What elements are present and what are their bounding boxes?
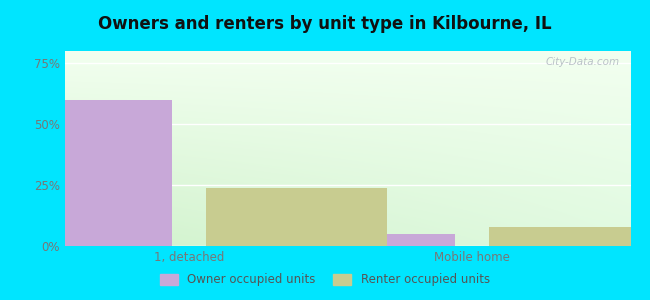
Bar xyxy=(0,100,172,246)
Text: Owners and renters by unit type in Kilbourne, IL: Owners and renters by unit type in Kilbo… xyxy=(98,15,552,33)
Bar xyxy=(489,226,650,246)
Bar xyxy=(274,234,455,246)
Text: City-Data.com: City-Data.com xyxy=(545,57,619,67)
Bar xyxy=(207,188,387,246)
Legend: Owner occupied units, Renter occupied units: Owner occupied units, Renter occupied un… xyxy=(155,269,495,291)
